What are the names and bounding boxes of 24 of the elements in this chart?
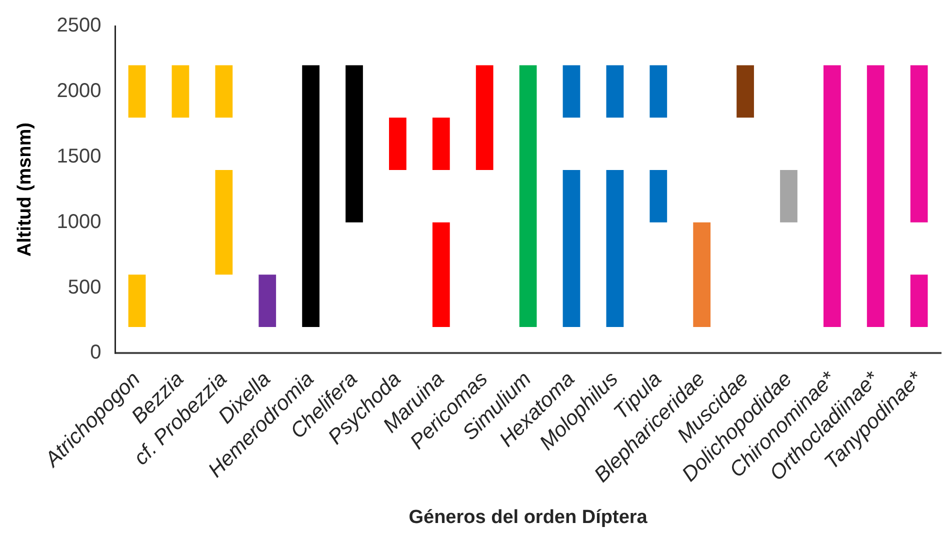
bar <box>910 274 928 328</box>
bar <box>389 118 406 170</box>
bar <box>823 65 841 328</box>
bar <box>128 65 146 118</box>
bar <box>172 65 190 118</box>
y-tick-label: 0 <box>90 342 102 364</box>
y-tick-label: 1000 <box>56 210 102 233</box>
y-axis-title: Altitud (msnm) <box>14 122 36 257</box>
y-tick-label: 2500 <box>56 14 102 37</box>
bar <box>693 222 711 328</box>
bar <box>346 65 363 222</box>
bar <box>476 65 494 170</box>
bar <box>215 65 233 118</box>
y-tick-label: 1500 <box>56 145 102 168</box>
y-tick-label: 500 <box>68 276 102 298</box>
bar <box>780 170 798 222</box>
bar <box>258 274 276 328</box>
y-tick-label: 2000 <box>56 80 102 102</box>
bar <box>736 65 754 118</box>
x-axis-title: Géneros del orden Díptera <box>408 506 648 528</box>
bar <box>432 222 450 328</box>
bar <box>302 65 320 328</box>
bar <box>519 65 537 328</box>
bar <box>866 65 884 328</box>
